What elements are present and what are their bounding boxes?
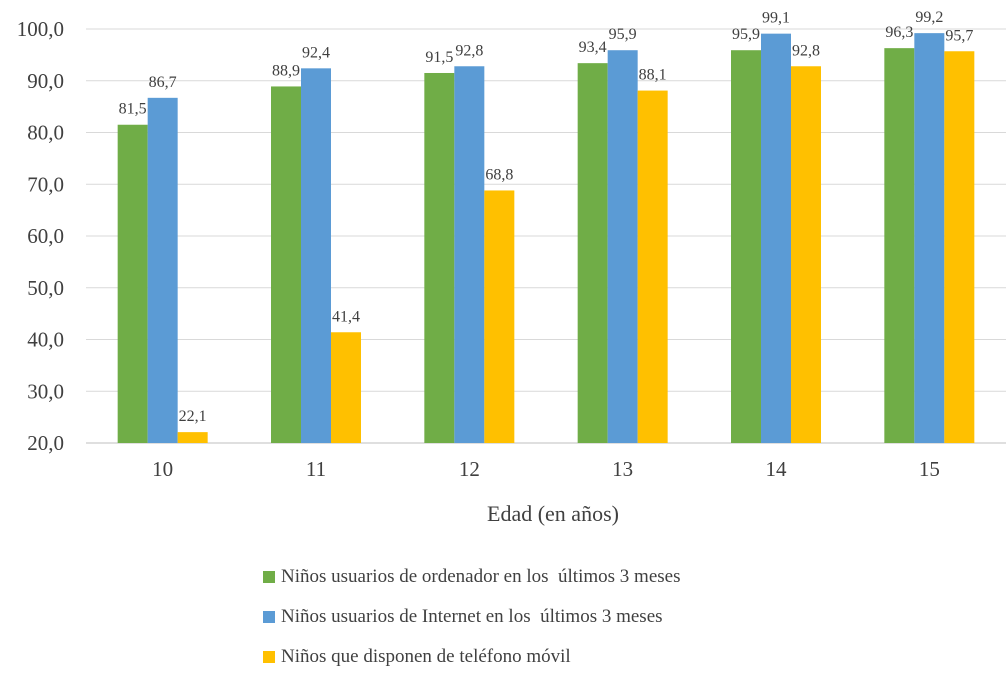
bar-3	[637, 90, 668, 444]
bar-1	[271, 86, 301, 443]
x-tick-label: 10	[152, 457, 173, 481]
bar-2	[147, 97, 178, 443]
data-labels: 81,586,722,188,992,441,491,5 92,868,893,4…	[119, 9, 974, 425]
bar-3	[944, 51, 975, 443]
bars	[117, 33, 975, 444]
bar-chart: 20,0 30,0 40,0 50,0 60,0 70,0 80,0 90,0 100,0 81…	[17, 9, 1006, 526]
data-label: 86,7	[149, 74, 177, 91]
data-label: 92,4	[302, 44, 330, 61]
legend-swatch	[263, 571, 275, 583]
bar-2	[301, 68, 331, 443]
y-tick-label: 20,0	[27, 431, 64, 455]
bar-3	[331, 332, 361, 443]
bar-2	[454, 66, 485, 443]
bar-2	[761, 33, 791, 443]
bar-1	[577, 63, 608, 443]
y-tick-label: 80,0	[27, 121, 64, 145]
bar-3	[484, 190, 515, 443]
data-label: 91,5	[425, 49, 453, 66]
legend-label: Niños usuarios de Internet en los último…	[281, 606, 663, 627]
data-label: 99,1	[762, 10, 790, 27]
data-label: 68,8	[485, 166, 513, 183]
gridlines	[86, 28, 1006, 444]
x-axis-ticks: 10 11 12 13 14 15	[152, 457, 940, 481]
x-tick-label: 15	[919, 457, 940, 481]
data-label: 99,2	[915, 9, 943, 26]
y-tick-label: 50,0	[27, 276, 64, 300]
legend-item: Niños que disponen de teléfono móvil	[263, 644, 680, 670]
bar-2	[914, 33, 945, 443]
bar-2	[607, 50, 638, 443]
data-label: 88,9	[272, 62, 300, 79]
y-tick-label: 100,0	[17, 17, 64, 41]
y-axis-ticks: 20,0 30,0 40,0 50,0 60,0 70,0 80,0 90,0 100,0	[17, 17, 64, 455]
legend-label: Niños que disponen de teléfono móvil	[281, 646, 571, 667]
bar-3	[177, 432, 208, 443]
data-label: 95,7	[945, 27, 973, 44]
data-label: 95,9	[609, 26, 637, 43]
x-tick-label: 11	[306, 457, 326, 481]
legend-item: Niños usuarios de ordenador en los últim…	[263, 564, 680, 590]
y-tick-label: 90,0	[27, 69, 64, 93]
x-tick-label: 12	[459, 457, 480, 481]
x-tick-label: 14	[766, 457, 788, 481]
bar-1	[884, 48, 915, 444]
bar-1	[424, 72, 455, 444]
y-tick-label: 40,0	[27, 328, 64, 352]
legend-swatch	[263, 651, 275, 663]
data-label: 92,8	[455, 42, 483, 59]
data-label: 96,3	[885, 24, 913, 41]
y-tick-label: 60,0	[27, 224, 64, 248]
legend: Niños usuarios de ordenador en los últim…	[263, 564, 680, 684]
y-tick-label: 70,0	[27, 172, 64, 196]
data-label: 41,4	[332, 308, 360, 325]
legend-label: Niños usuarios de ordenador en los últim…	[281, 566, 681, 587]
data-label: 95,9	[732, 26, 760, 43]
data-label: 88,1	[639, 67, 667, 84]
bar-1	[117, 124, 148, 444]
y-tick-label: 30,0	[27, 379, 64, 403]
data-label: 93,4	[579, 39, 607, 56]
x-axis-title: Edad (en años)	[487, 501, 619, 526]
x-tick-label: 13	[612, 457, 633, 481]
legend-item: Niños usuarios de Internet en los último…	[263, 604, 680, 630]
data-label: 81,5	[119, 101, 147, 118]
legend-swatch	[263, 611, 275, 623]
data-label: 22,1	[179, 408, 207, 425]
bar-1	[731, 50, 761, 443]
data-label: 92,8	[792, 42, 820, 59]
bar-3	[791, 66, 821, 443]
